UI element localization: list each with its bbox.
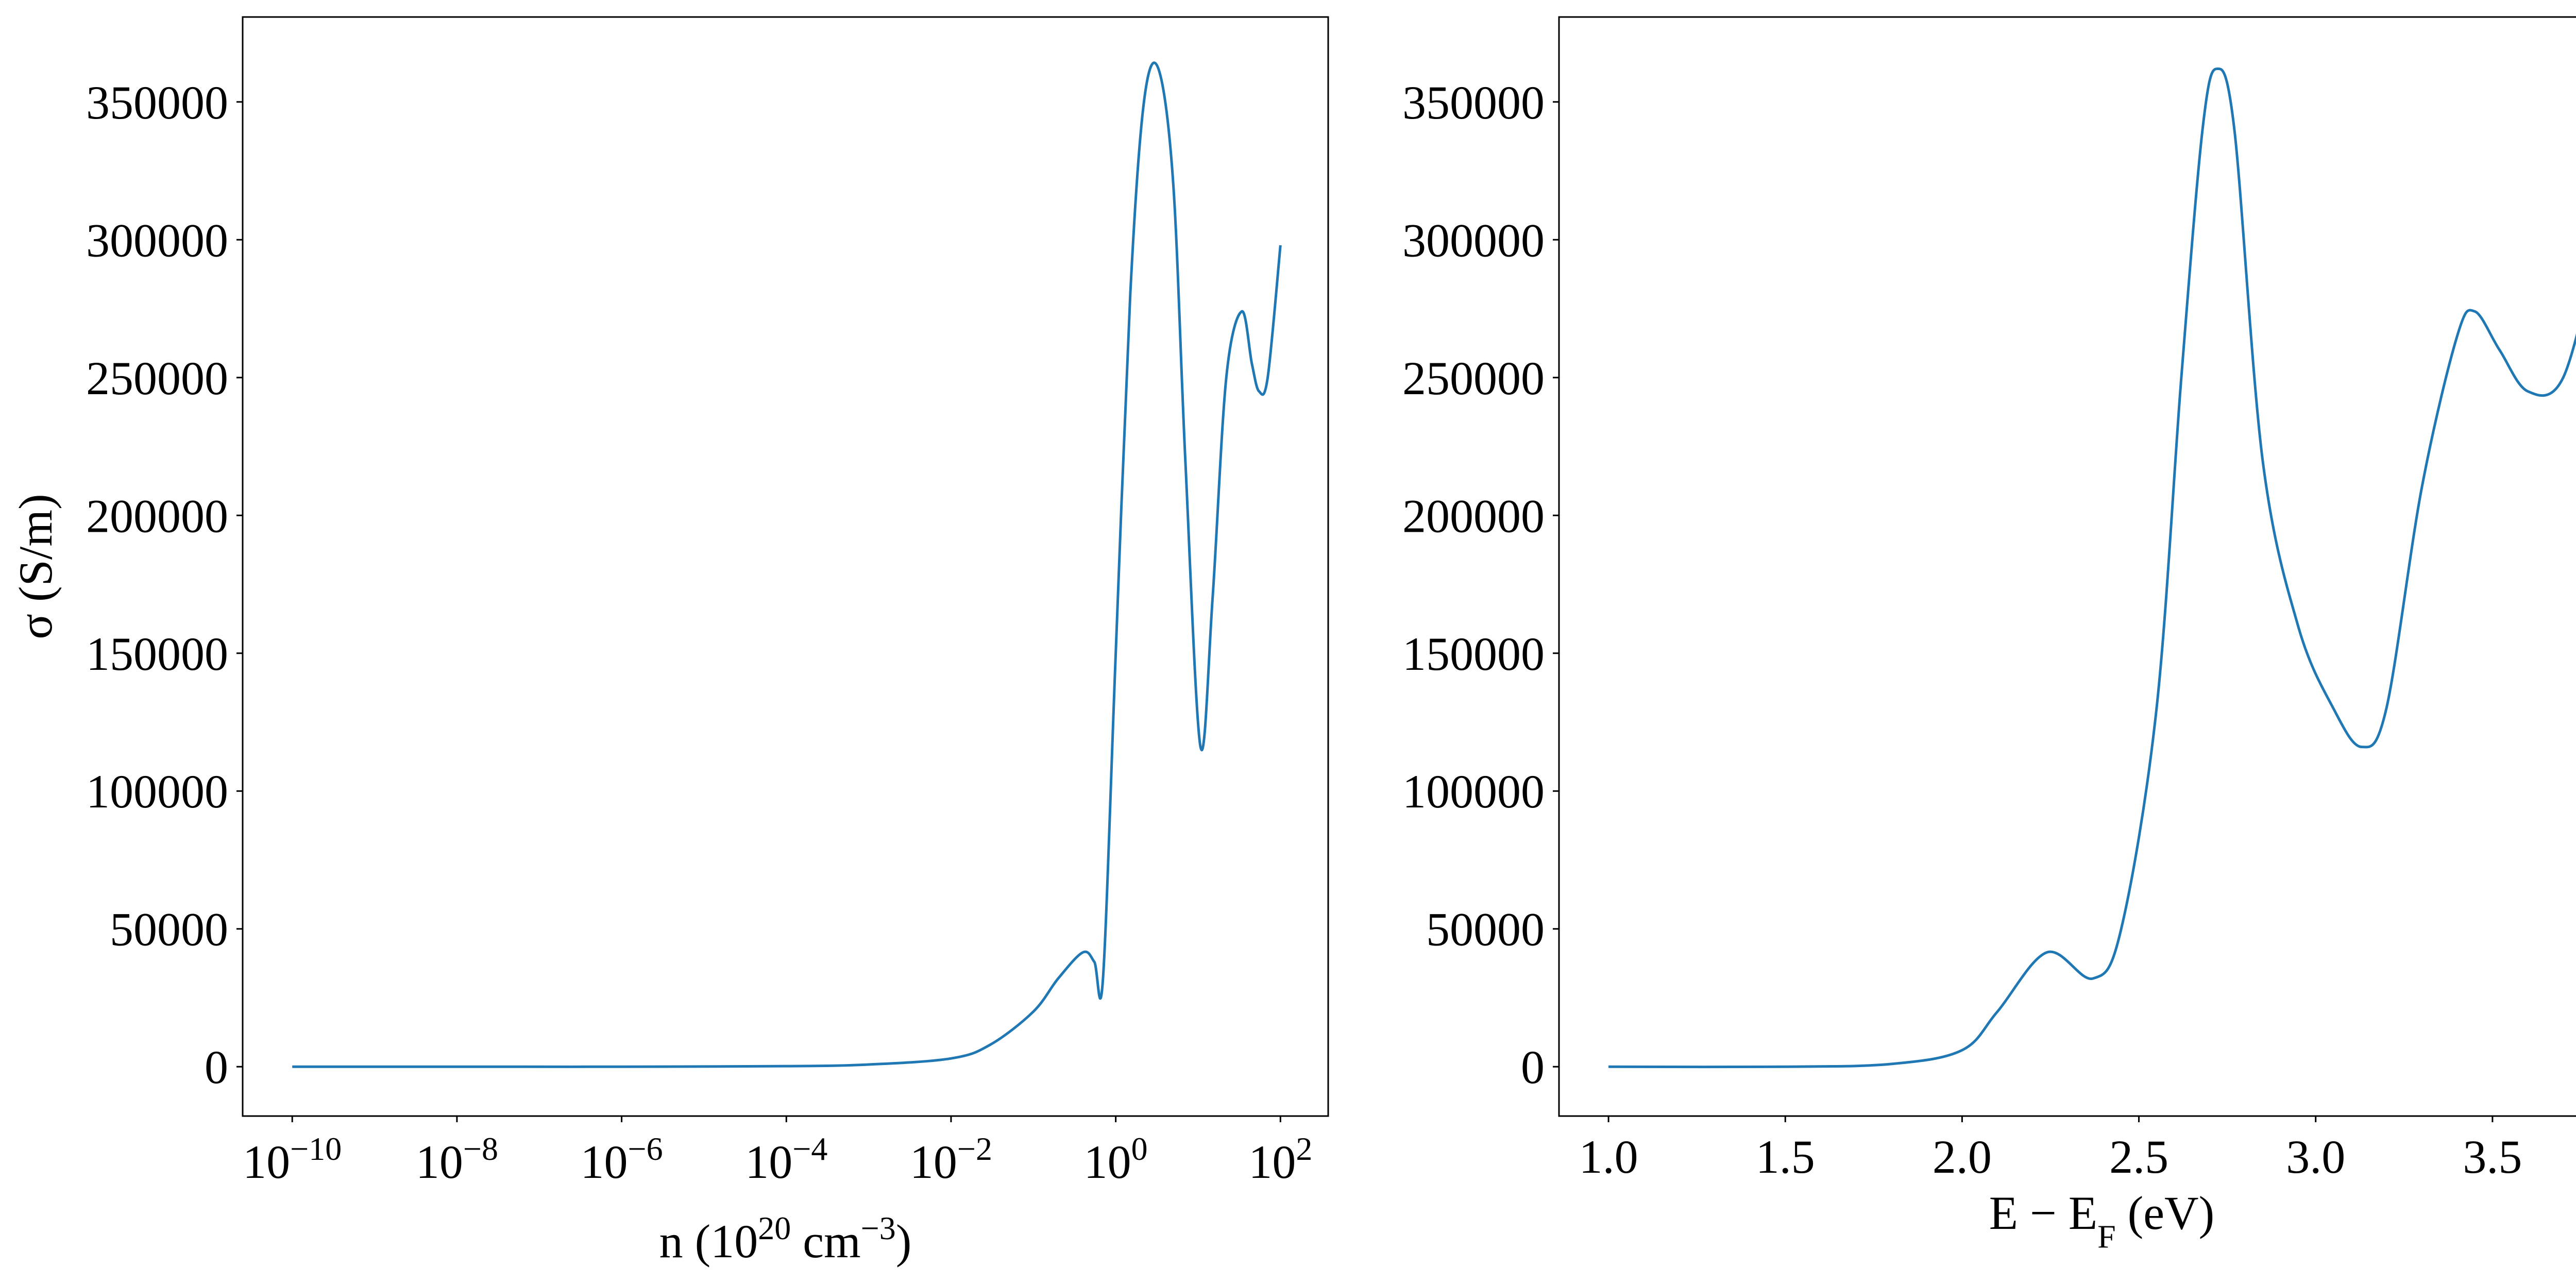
x-tick-base: 10	[1084, 1136, 1131, 1188]
y-tick-label: 300000	[86, 214, 228, 266]
y-tick-label: 150000	[1402, 628, 1545, 680]
plot-frame	[242, 16, 1329, 1117]
x-tick-exponent: −6	[628, 1130, 663, 1167]
x-tick-label: 2.5	[2109, 1130, 2168, 1183]
y-tick-label: 300000	[1402, 214, 1545, 266]
y-tick-label: 200000	[1402, 489, 1545, 542]
x-tick-base: 10	[581, 1136, 628, 1188]
x-axis-label: n (1020 cm−3)	[659, 1210, 912, 1268]
x-tick-exponent: −2	[957, 1130, 992, 1167]
y-tick-label: 150000	[86, 628, 228, 680]
y-tick-label: 0	[205, 1041, 228, 1093]
x-tick-base: 10	[910, 1136, 957, 1188]
x-tick-exponent: −4	[792, 1130, 827, 1167]
y-tick-label: 250000	[86, 352, 228, 404]
x-tick-base: 10	[243, 1136, 290, 1188]
x-axis-label-part: (eV)	[2116, 1187, 2215, 1239]
x-axis-label-part: −3	[861, 1210, 896, 1246]
x-axis-label-part: E − E	[1989, 1187, 2097, 1239]
y-tick-label: 50000	[1426, 903, 1545, 956]
x-tick-base: 10	[1248, 1136, 1296, 1188]
x-tick-label: 102	[1248, 1130, 1312, 1189]
y-tick-label: 350000	[1402, 76, 1545, 129]
y-tick-label: 350000	[86, 76, 228, 129]
x-tick-label: 3.5	[2463, 1130, 2522, 1183]
x-tick-label: 100	[1084, 1130, 1148, 1189]
x-tick-label: 10−6	[581, 1130, 663, 1189]
x-axis-label-part: n (10	[659, 1215, 758, 1268]
y-tick-label: 200000	[86, 489, 228, 542]
x-axis-label-part: cm	[791, 1215, 860, 1268]
series-line	[292, 61, 1282, 1068]
y-axis-label: σ (S/m)	[9, 494, 62, 639]
x-tick-exponent: 2	[1296, 1130, 1312, 1167]
y-tick-label: 250000	[1402, 352, 1545, 404]
x-tick-exponent: −8	[463, 1130, 498, 1167]
x-tick-exponent: −10	[290, 1130, 342, 1167]
x-tick-label: 10−8	[416, 1130, 498, 1189]
x-axis-label-part: F	[2097, 1218, 2116, 1255]
x-tick-label: 1.0	[1579, 1130, 1638, 1183]
x-tick-label: 10−2	[910, 1130, 992, 1189]
plot-frame	[1558, 16, 2576, 1117]
x-tick-label: 10−4	[745, 1130, 827, 1189]
x-tick-exponent: 0	[1131, 1130, 1148, 1167]
y-tick-label: 100000	[86, 765, 228, 818]
x-tick-base: 10	[745, 1136, 792, 1188]
x-tick-label: 2.0	[1933, 1130, 1992, 1183]
x-tick-label: 3.0	[2286, 1130, 2345, 1183]
series-line	[1608, 67, 2576, 1069]
x-tick-label: 10−10	[243, 1130, 342, 1189]
y-tick-label: 0	[1521, 1041, 1545, 1093]
x-tick-label: 1.5	[1756, 1130, 1815, 1183]
y-tick-label: 50000	[110, 903, 228, 956]
y-tick-label: 100000	[1402, 765, 1545, 818]
x-tick-base: 10	[416, 1136, 463, 1188]
x-axis-label-part: 20	[758, 1210, 791, 1246]
x-axis-label-part: )	[896, 1215, 912, 1268]
x-axis-label: E − EF (eV)	[1989, 1187, 2214, 1255]
